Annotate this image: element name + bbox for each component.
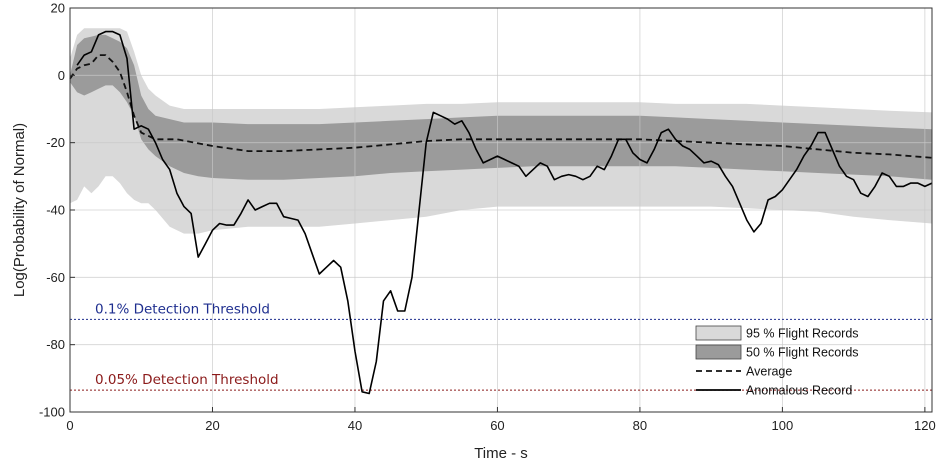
x-tick-label: 120 bbox=[914, 418, 936, 433]
legend-label-anomalous: Anomalous Record bbox=[746, 384, 852, 398]
legend-label-band50: 50 % Flight Records bbox=[746, 346, 859, 360]
x-tick-label: 40 bbox=[348, 418, 362, 433]
x-tick-label: 80 bbox=[633, 418, 647, 433]
legend-label-average: Average bbox=[746, 365, 792, 379]
grid-lines bbox=[70, 8, 932, 412]
series-lines bbox=[69, 30, 933, 395]
y-tick-label: 20 bbox=[51, 1, 65, 16]
legend-label-band95: 95 % Flight Records bbox=[746, 327, 859, 341]
y-tick-label: 0 bbox=[58, 68, 65, 83]
legend-swatch-band95 bbox=[695, 325, 742, 341]
y-tick-label: -100 bbox=[39, 405, 65, 420]
y-axis-label: Log(Probability of Normal) bbox=[11, 123, 28, 297]
threshold-lines: 0.1% Detection Threshold 0.05% Detection … bbox=[70, 301, 932, 391]
average-line bbox=[69, 54, 933, 159]
y-tick-label: -20 bbox=[46, 135, 65, 150]
y-tick-label: -80 bbox=[46, 337, 65, 352]
y-tick-label: -40 bbox=[46, 203, 65, 218]
x-axis-label: Time - s bbox=[474, 445, 528, 462]
threshold-label: 0.05% Detection Threshold bbox=[95, 372, 279, 388]
x-tick-label: 100 bbox=[772, 418, 794, 433]
threshold-label: 0.1% Detection Threshold bbox=[95, 301, 270, 317]
legend-swatch-band50 bbox=[695, 344, 742, 360]
anomalous-record-line bbox=[76, 30, 933, 395]
legend: 95 % Flight Records 50 % Flight Records Av… bbox=[695, 325, 859, 398]
x-tick-label: 0 bbox=[66, 418, 73, 433]
y-tick-label: -60 bbox=[46, 270, 65, 285]
axis-ticks: 0 20 40 60 80 100 120 20 0 -20 -40 -60 -80 -100 bbox=[39, 1, 936, 434]
x-tick-label: 60 bbox=[490, 418, 504, 433]
x-tick-label: 20 bbox=[205, 418, 219, 433]
